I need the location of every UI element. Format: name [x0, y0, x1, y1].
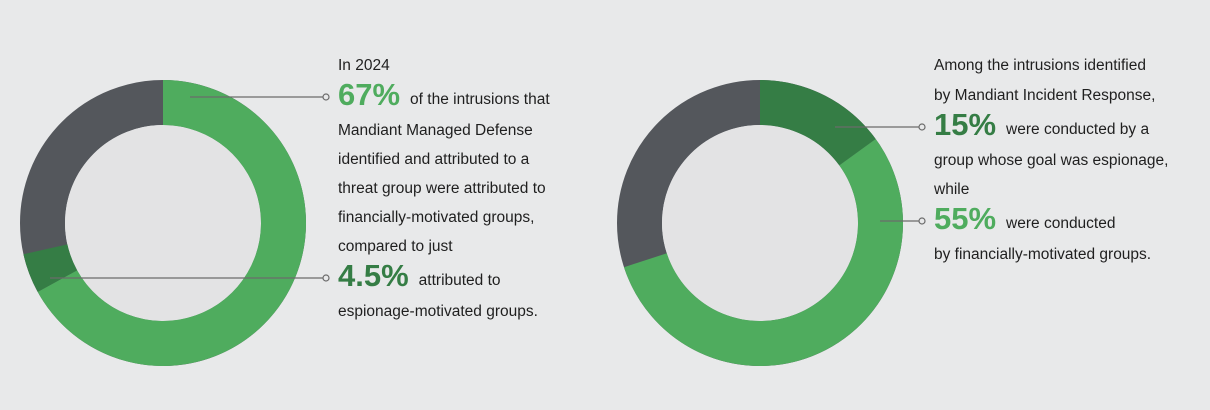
donut-segment — [37, 80, 307, 366]
leader-dot — [918, 123, 926, 131]
caption-text: financially-motivated groups, — [338, 209, 534, 226]
intro-text: In 2024 — [338, 57, 390, 74]
value-label: 4.5% — [338, 258, 409, 293]
donut-segment — [23, 244, 78, 292]
caption-text: of the intrusions that — [410, 91, 550, 108]
caption-text: compared to just — [338, 238, 453, 255]
leader-dot — [322, 274, 330, 282]
value-label: 67% — [338, 77, 400, 112]
caption-text: group whose goal was espionage, — [934, 152, 1168, 169]
intro-text: Among the intrusions identified — [934, 57, 1146, 74]
intro-text: by Mandiant Incident Response, — [934, 87, 1155, 104]
caption-text: identified and attributed to a — [338, 151, 530, 168]
caption-text: espionage-motivated groups. — [338, 303, 538, 320]
caption-text: were conducted — [1005, 215, 1115, 232]
caption-text: were conducted by a — [1005, 121, 1149, 138]
leader-dot — [322, 93, 330, 101]
caption-text: threat group were attributed to — [338, 180, 546, 197]
caption-text: while — [933, 181, 969, 198]
value-label: 15% — [934, 107, 996, 142]
value-label: 55% — [934, 201, 996, 236]
caption-text: Mandiant Managed Defense — [338, 122, 533, 139]
donut-segment — [623, 138, 903, 366]
donut-segment — [760, 80, 876, 166]
caption-text: attributed to — [419, 272, 501, 289]
donut-hole — [662, 125, 858, 321]
caption-text: by financially-motivated groups. — [934, 246, 1151, 263]
leader-dot — [918, 217, 926, 225]
donut-hole — [65, 125, 261, 321]
